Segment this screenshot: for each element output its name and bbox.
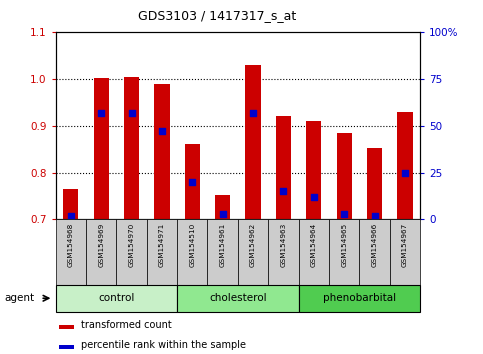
Text: GSM154965: GSM154965 bbox=[341, 223, 347, 267]
Point bbox=[128, 110, 135, 115]
FancyBboxPatch shape bbox=[86, 219, 116, 285]
Bar bbox=[63, 189, 78, 219]
Point bbox=[97, 110, 105, 115]
Bar bbox=[276, 116, 291, 219]
FancyBboxPatch shape bbox=[238, 219, 268, 285]
FancyBboxPatch shape bbox=[298, 219, 329, 285]
Text: GSM154961: GSM154961 bbox=[220, 223, 226, 267]
Text: phenobarbital: phenobarbital bbox=[323, 293, 396, 303]
Text: control: control bbox=[98, 293, 134, 303]
Text: GSM154966: GSM154966 bbox=[371, 223, 378, 267]
Bar bbox=[398, 112, 412, 219]
Point bbox=[341, 211, 348, 217]
Bar bbox=[124, 78, 139, 219]
Point bbox=[249, 110, 257, 115]
FancyBboxPatch shape bbox=[116, 219, 147, 285]
Bar bbox=[185, 144, 200, 219]
FancyBboxPatch shape bbox=[359, 219, 390, 285]
Bar bbox=[94, 78, 109, 219]
Text: GSM154963: GSM154963 bbox=[281, 223, 286, 267]
FancyBboxPatch shape bbox=[268, 219, 298, 285]
Point bbox=[219, 211, 227, 217]
FancyBboxPatch shape bbox=[208, 219, 238, 285]
FancyBboxPatch shape bbox=[56, 219, 86, 285]
Text: percentile rank within the sample: percentile rank within the sample bbox=[81, 339, 246, 350]
Bar bbox=[337, 133, 352, 219]
FancyBboxPatch shape bbox=[56, 285, 177, 312]
Text: GSM154968: GSM154968 bbox=[68, 223, 74, 267]
Point bbox=[188, 179, 196, 185]
Bar bbox=[306, 121, 322, 219]
Point bbox=[67, 213, 74, 218]
Bar bbox=[154, 84, 170, 219]
Text: GSM154970: GSM154970 bbox=[128, 223, 135, 267]
Text: GSM154510: GSM154510 bbox=[189, 223, 195, 267]
Text: GSM154964: GSM154964 bbox=[311, 223, 317, 267]
Text: GSM154971: GSM154971 bbox=[159, 223, 165, 267]
Text: cholesterol: cholesterol bbox=[209, 293, 267, 303]
FancyBboxPatch shape bbox=[177, 285, 298, 312]
Bar bbox=[367, 148, 382, 219]
FancyBboxPatch shape bbox=[390, 219, 420, 285]
Text: GSM154969: GSM154969 bbox=[98, 223, 104, 267]
Bar bbox=[59, 345, 74, 349]
FancyBboxPatch shape bbox=[329, 219, 359, 285]
Text: transformed count: transformed count bbox=[81, 320, 172, 330]
Bar bbox=[59, 325, 74, 329]
Point bbox=[310, 194, 318, 200]
FancyBboxPatch shape bbox=[177, 219, 208, 285]
Bar bbox=[245, 65, 261, 219]
Text: GSM154962: GSM154962 bbox=[250, 223, 256, 267]
FancyBboxPatch shape bbox=[298, 285, 420, 312]
Point bbox=[371, 213, 379, 218]
Text: agent: agent bbox=[5, 293, 35, 303]
Point bbox=[401, 170, 409, 175]
FancyBboxPatch shape bbox=[147, 219, 177, 285]
Text: GSM154967: GSM154967 bbox=[402, 223, 408, 267]
Point bbox=[158, 129, 166, 134]
Point bbox=[280, 188, 287, 194]
Text: GDS3103 / 1417317_s_at: GDS3103 / 1417317_s_at bbox=[138, 9, 297, 22]
Bar bbox=[215, 195, 230, 219]
